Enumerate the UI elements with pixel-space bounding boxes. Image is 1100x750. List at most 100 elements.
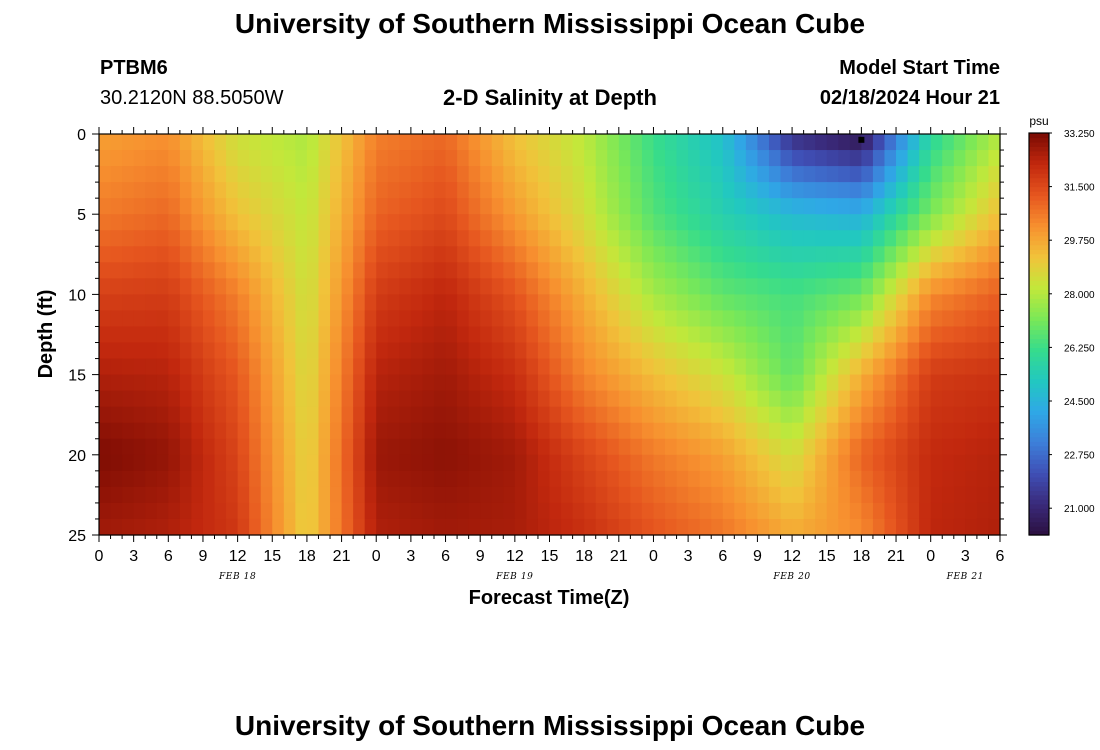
heatmap-cell	[838, 182, 851, 199]
x-tick-label: 12	[506, 548, 524, 565]
heatmap-cell	[399, 406, 412, 424]
heatmap-cell	[745, 182, 759, 199]
heatmap-cell	[179, 502, 193, 520]
heatmap-cell	[260, 294, 273, 312]
heatmap-cell	[145, 246, 158, 263]
heatmap-cell	[884, 358, 897, 376]
heatmap-cell	[757, 182, 770, 199]
heatmap-cell	[919, 230, 932, 247]
heatmap-cell	[237, 406, 250, 424]
heatmap-cell	[283, 422, 296, 440]
colorbar-segment	[1029, 195, 1049, 201]
heatmap-cell	[295, 390, 308, 408]
heatmap-cell	[561, 374, 574, 392]
heatmap-cell	[387, 214, 400, 231]
heatmap-cell	[526, 182, 539, 199]
heatmap-cell	[330, 342, 343, 360]
heatmap-cell	[942, 374, 955, 392]
heatmap-cell	[376, 518, 389, 536]
heatmap-cell	[641, 518, 655, 536]
heatmap-cell	[191, 198, 204, 215]
heatmap-cell	[99, 214, 112, 231]
heatmap-cell	[711, 230, 724, 247]
heatmap-cell	[387, 438, 400, 456]
heatmap-cell	[861, 406, 874, 424]
heatmap-cell	[780, 518, 793, 536]
heatmap-cell	[549, 246, 562, 263]
heatmap-cell	[133, 182, 146, 199]
heatmap-cell	[826, 150, 839, 167]
heatmap-cell	[341, 198, 354, 215]
heatmap-cell	[99, 310, 112, 328]
heatmap-cell	[422, 294, 435, 312]
colorbar-segment	[1029, 186, 1049, 192]
heatmap-cell	[768, 358, 782, 376]
heatmap-cell	[618, 134, 631, 151]
heatmap-cell	[433, 374, 447, 392]
heatmap-cell	[711, 358, 724, 376]
heatmap-cell	[110, 230, 123, 247]
heatmap-cell	[330, 182, 343, 199]
heatmap-cell	[561, 262, 574, 279]
heatmap-cell	[942, 198, 955, 215]
heatmap-cell	[745, 150, 759, 167]
colorbar-segment	[1029, 208, 1049, 214]
heatmap-cell	[653, 310, 666, 328]
y-tick-label: 20	[68, 448, 86, 465]
heatmap-cell	[306, 502, 320, 520]
heatmap-cell	[953, 374, 966, 392]
heatmap-cell	[815, 374, 828, 392]
heatmap-cell	[537, 150, 551, 167]
colorbar-segment	[1029, 150, 1049, 156]
heatmap-cell	[468, 486, 481, 504]
colorbar-segment	[1029, 231, 1049, 237]
heatmap-cell	[514, 214, 527, 231]
heatmap-cell	[110, 326, 123, 344]
heatmap-cell	[884, 182, 897, 199]
heatmap-cell	[133, 166, 146, 183]
heatmap-cell	[942, 502, 955, 520]
heatmap-cell	[514, 518, 527, 536]
heatmap-cell	[133, 502, 146, 520]
heatmap-cell	[572, 150, 585, 167]
heatmap-cell	[688, 246, 701, 263]
heatmap-cell	[745, 246, 759, 263]
heatmap-cell	[768, 150, 782, 167]
heatmap-cell	[722, 182, 735, 199]
heatmap-cell	[838, 342, 851, 360]
heatmap-cell	[214, 422, 227, 440]
heatmap-cell	[353, 294, 366, 312]
heatmap-cell	[283, 342, 296, 360]
heatmap-cell	[179, 438, 193, 456]
heatmap-cell	[930, 470, 943, 488]
heatmap-cell	[341, 246, 354, 263]
heatmap-cell	[433, 406, 447, 424]
heatmap-cell	[942, 310, 955, 328]
heatmap-cell	[722, 518, 735, 536]
heatmap-cell	[803, 454, 816, 472]
heatmap-cell	[595, 518, 608, 536]
heatmap-cell	[318, 454, 331, 472]
heatmap-cell	[976, 326, 990, 344]
heatmap-cell	[630, 294, 643, 312]
heatmap-cell	[688, 214, 701, 231]
heatmap-cell	[711, 326, 724, 344]
heatmap-cell	[330, 406, 343, 424]
heatmap-cell	[260, 374, 273, 392]
heatmap-cell	[283, 246, 296, 263]
heatmap-cell	[457, 214, 470, 231]
heatmap-cell	[757, 326, 770, 344]
heatmap-cell	[295, 342, 308, 360]
heatmap-cell	[595, 486, 608, 504]
heatmap-cell	[711, 166, 724, 183]
heatmap-cell	[653, 150, 666, 167]
heatmap-cell	[226, 294, 239, 312]
heatmap-cell	[226, 198, 239, 215]
heatmap-cell	[711, 374, 724, 392]
heatmap-cell	[676, 358, 689, 376]
heatmap-cell	[965, 294, 978, 312]
y-tick-label: 25	[68, 528, 86, 545]
heatmap-cell	[930, 182, 943, 199]
heatmap-cell	[283, 470, 296, 488]
heatmap-cell	[480, 182, 493, 199]
